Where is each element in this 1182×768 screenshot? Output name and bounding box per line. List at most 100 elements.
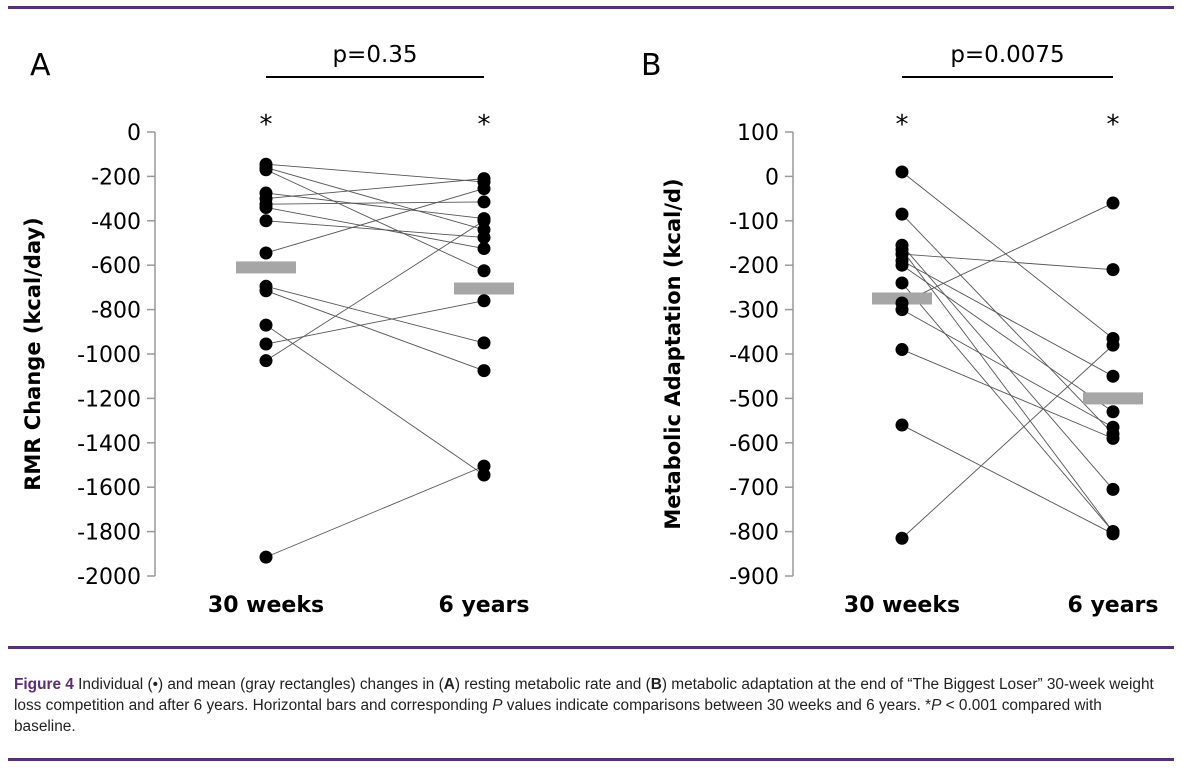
mean-bar: [454, 282, 514, 295]
y-tick-label: -500: [729, 387, 779, 412]
data-point: [477, 230, 491, 244]
significance-star: *: [478, 110, 491, 140]
subject-line: [265, 167, 485, 231]
data-point: [477, 468, 491, 482]
data-point: [477, 294, 491, 308]
y-axis-title: RMR Change (kcal/day): [21, 217, 45, 491]
subject-line: [901, 282, 1114, 532]
caption-panel-b: B: [650, 676, 662, 693]
subject-line: [265, 220, 485, 238]
panel-label: A: [30, 48, 51, 83]
y-tick-label: -1200: [77, 387, 141, 412]
caption-p-italic-2: P: [931, 697, 942, 714]
data-point: [259, 246, 273, 260]
data-point: [259, 200, 273, 214]
y-tick-label: -1400: [77, 432, 141, 457]
x-category-label: 6 years: [1067, 593, 1158, 618]
mean-bar: [236, 261, 296, 274]
subject-line: [265, 163, 485, 183]
data-point: [259, 318, 273, 332]
data-point: [477, 182, 491, 196]
y-tick-label: -400: [729, 343, 779, 368]
data-point: [477, 336, 491, 350]
subject-line: [901, 424, 1114, 535]
data-point: [1106, 482, 1120, 496]
y-tick-label: -900: [729, 565, 779, 590]
y-tick-label: -200: [729, 254, 779, 279]
subject-line: [265, 324, 485, 476]
data-point: [1106, 420, 1120, 434]
data-point: [1106, 196, 1120, 210]
data-point: [1106, 405, 1120, 419]
subject-line: [265, 169, 485, 272]
data-point: [895, 303, 909, 317]
significance-star: *: [896, 110, 909, 140]
top-rule: [8, 6, 1174, 9]
data-point: [895, 258, 909, 272]
subject-line: [901, 349, 1114, 439]
subject-line: [265, 290, 485, 372]
subject-line: [901, 213, 1114, 435]
data-point: [477, 242, 491, 256]
mean-bar: [1083, 392, 1143, 405]
y-tick-label: -1600: [77, 476, 141, 501]
x-category-label: 30 weeks: [844, 593, 960, 618]
data-point: [477, 172, 491, 186]
data-point: [1106, 431, 1120, 445]
y-tick-label: -400: [91, 210, 141, 235]
data-point: [1106, 527, 1120, 541]
data-point: [895, 343, 909, 357]
caption-text-3: ) metabolic adaptation at the end of “Th…: [14, 676, 1154, 714]
chart-panel-a: A 0 -200 -400 -600 -800 -1000 -1200 -1400 -1600 -1…: [21, 42, 530, 618]
y-tick-label: -2000: [77, 565, 141, 590]
panel-label: B: [641, 48, 662, 83]
subject-line: [265, 300, 485, 345]
data-point: [477, 364, 491, 378]
y-tick-label: -100: [729, 210, 779, 235]
data-point: [259, 163, 273, 177]
data-point: [259, 550, 273, 564]
data-point: [259, 284, 273, 298]
subject-line: [901, 264, 1114, 413]
subject-line: [901, 253, 1114, 271]
y-tick-label: 0: [765, 165, 779, 190]
data-point: [895, 531, 909, 545]
p-value-label: p=0.35: [332, 42, 417, 68]
subject-line: [265, 220, 485, 362]
caption-text-4: values indicate comparisons between 30 w…: [502, 697, 932, 714]
data-point: [1106, 263, 1120, 277]
figure-charts: A 0 -200 -400 -600 -800 -100 0 -1200 -1400 -1600 -1…: [21, 42, 1159, 618]
data-point: [895, 165, 909, 179]
significance-star: *: [1107, 110, 1120, 140]
subject-line: [265, 178, 485, 200]
caption-p-italic-1: P: [492, 697, 503, 714]
data-point: [895, 418, 909, 432]
y-tick-label: -800: [729, 521, 779, 546]
subject-line: [265, 192, 485, 220]
y-tick-label: -600: [729, 432, 779, 457]
caption-panel-a: A: [443, 676, 455, 693]
data-point: [259, 214, 273, 228]
y-tick-label: -300: [729, 299, 779, 324]
subject-line: [265, 188, 485, 254]
subject-line: [265, 201, 485, 205]
subject-line: [901, 249, 1114, 532]
data-point: [477, 264, 491, 278]
subject-line: [265, 465, 485, 558]
y-tick-label: 0: [127, 121, 141, 146]
caption-text-5: < 0.001 compared with baseline.: [14, 697, 1102, 735]
p-value-label: p=0.0075: [950, 42, 1064, 68]
y-tick-label: -700: [729, 476, 779, 501]
data-point: [895, 207, 909, 221]
y-tick-label: 100: [737, 121, 779, 146]
middle-rule: [8, 646, 1174, 649]
y-tick-label: -800: [91, 299, 141, 324]
y-tick-label: -200: [91, 165, 141, 190]
x-category-label: 6 years: [438, 593, 529, 618]
subject-line: [901, 171, 1114, 339]
data-point: [1106, 338, 1120, 352]
subject-line: [901, 202, 1114, 304]
x-category-label: 30 weeks: [208, 593, 324, 618]
y-tick-label: -1800: [77, 521, 141, 546]
subject-line: [901, 309, 1114, 428]
